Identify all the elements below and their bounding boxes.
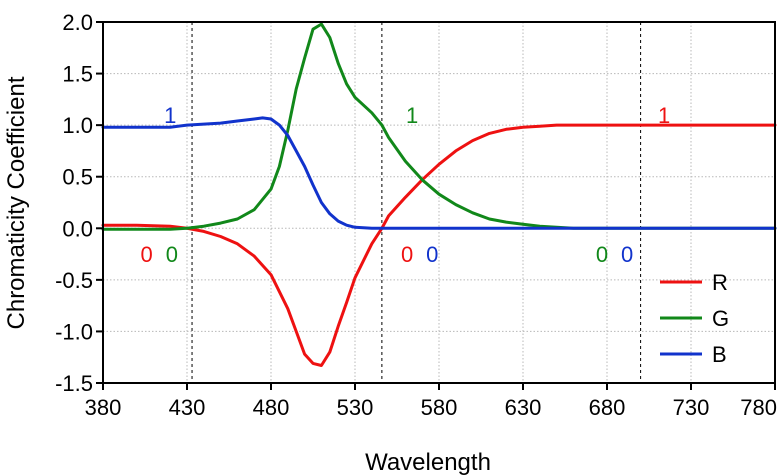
x-tick-label: 530 bbox=[337, 395, 374, 420]
legend-label-b: B bbox=[712, 342, 727, 367]
x-tick-label: 380 bbox=[85, 395, 122, 420]
y-tick-label: 1.5 bbox=[62, 62, 93, 87]
annotation-label: 0 bbox=[621, 242, 633, 267]
annotations: 1 1 10 0 0 0 0 0 bbox=[141, 103, 671, 267]
annotation-label: 0 bbox=[166, 242, 178, 267]
x-tick-label: 480 bbox=[253, 395, 290, 420]
plot-frame bbox=[102, 21, 776, 384]
x-tick-label: 430 bbox=[169, 395, 206, 420]
y-tick-label: -1.0 bbox=[55, 319, 93, 344]
annotation-label: 1 bbox=[164, 103, 176, 128]
y-tick-label: -0.5 bbox=[55, 268, 93, 293]
y-tick-label: 1.0 bbox=[62, 113, 93, 138]
x-tick-label: 780 bbox=[740, 395, 777, 420]
annotation-label: 0 bbox=[596, 242, 608, 267]
legend-label-r: R bbox=[712, 270, 728, 295]
x-tick-label: 630 bbox=[505, 395, 542, 420]
y-tick-label: 0.5 bbox=[62, 165, 93, 190]
series-lines bbox=[101, 22, 777, 367]
series-line-r bbox=[101, 123, 777, 367]
annotation-label: 0 bbox=[401, 242, 413, 267]
series-line-g bbox=[101, 22, 777, 231]
reference-lines bbox=[191, 22, 642, 383]
x-tick-label: 580 bbox=[421, 395, 458, 420]
annotation-label: 1 bbox=[658, 103, 670, 128]
x-axis-title: Wavelength bbox=[365, 449, 491, 476]
annotation-label: 0 bbox=[141, 242, 153, 267]
series-line-b bbox=[101, 116, 777, 230]
y-axis-ticks: 2.0 1.5 1.0 0.5 0.0 -0.5 -1.0 -1.5 bbox=[55, 10, 103, 396]
x-tick-label: 730 bbox=[673, 395, 710, 420]
y-tick-label: -1.5 bbox=[55, 371, 93, 396]
x-tick-label: 680 bbox=[589, 395, 626, 420]
x-axis-ticks: 380 430 480 530 580 630 680 730 780 bbox=[85, 383, 777, 420]
legend-label-g: G bbox=[712, 306, 729, 331]
y-axis-title: Chromaticity Coefficient bbox=[3, 76, 30, 329]
annotation-label: 1 bbox=[406, 103, 418, 128]
annotation-label: 0 bbox=[426, 242, 438, 267]
legend: RGB bbox=[660, 270, 729, 367]
y-tick-label: 2.0 bbox=[62, 10, 93, 35]
y-tick-label: 0.0 bbox=[62, 216, 93, 241]
grid bbox=[102, 21, 776, 384]
